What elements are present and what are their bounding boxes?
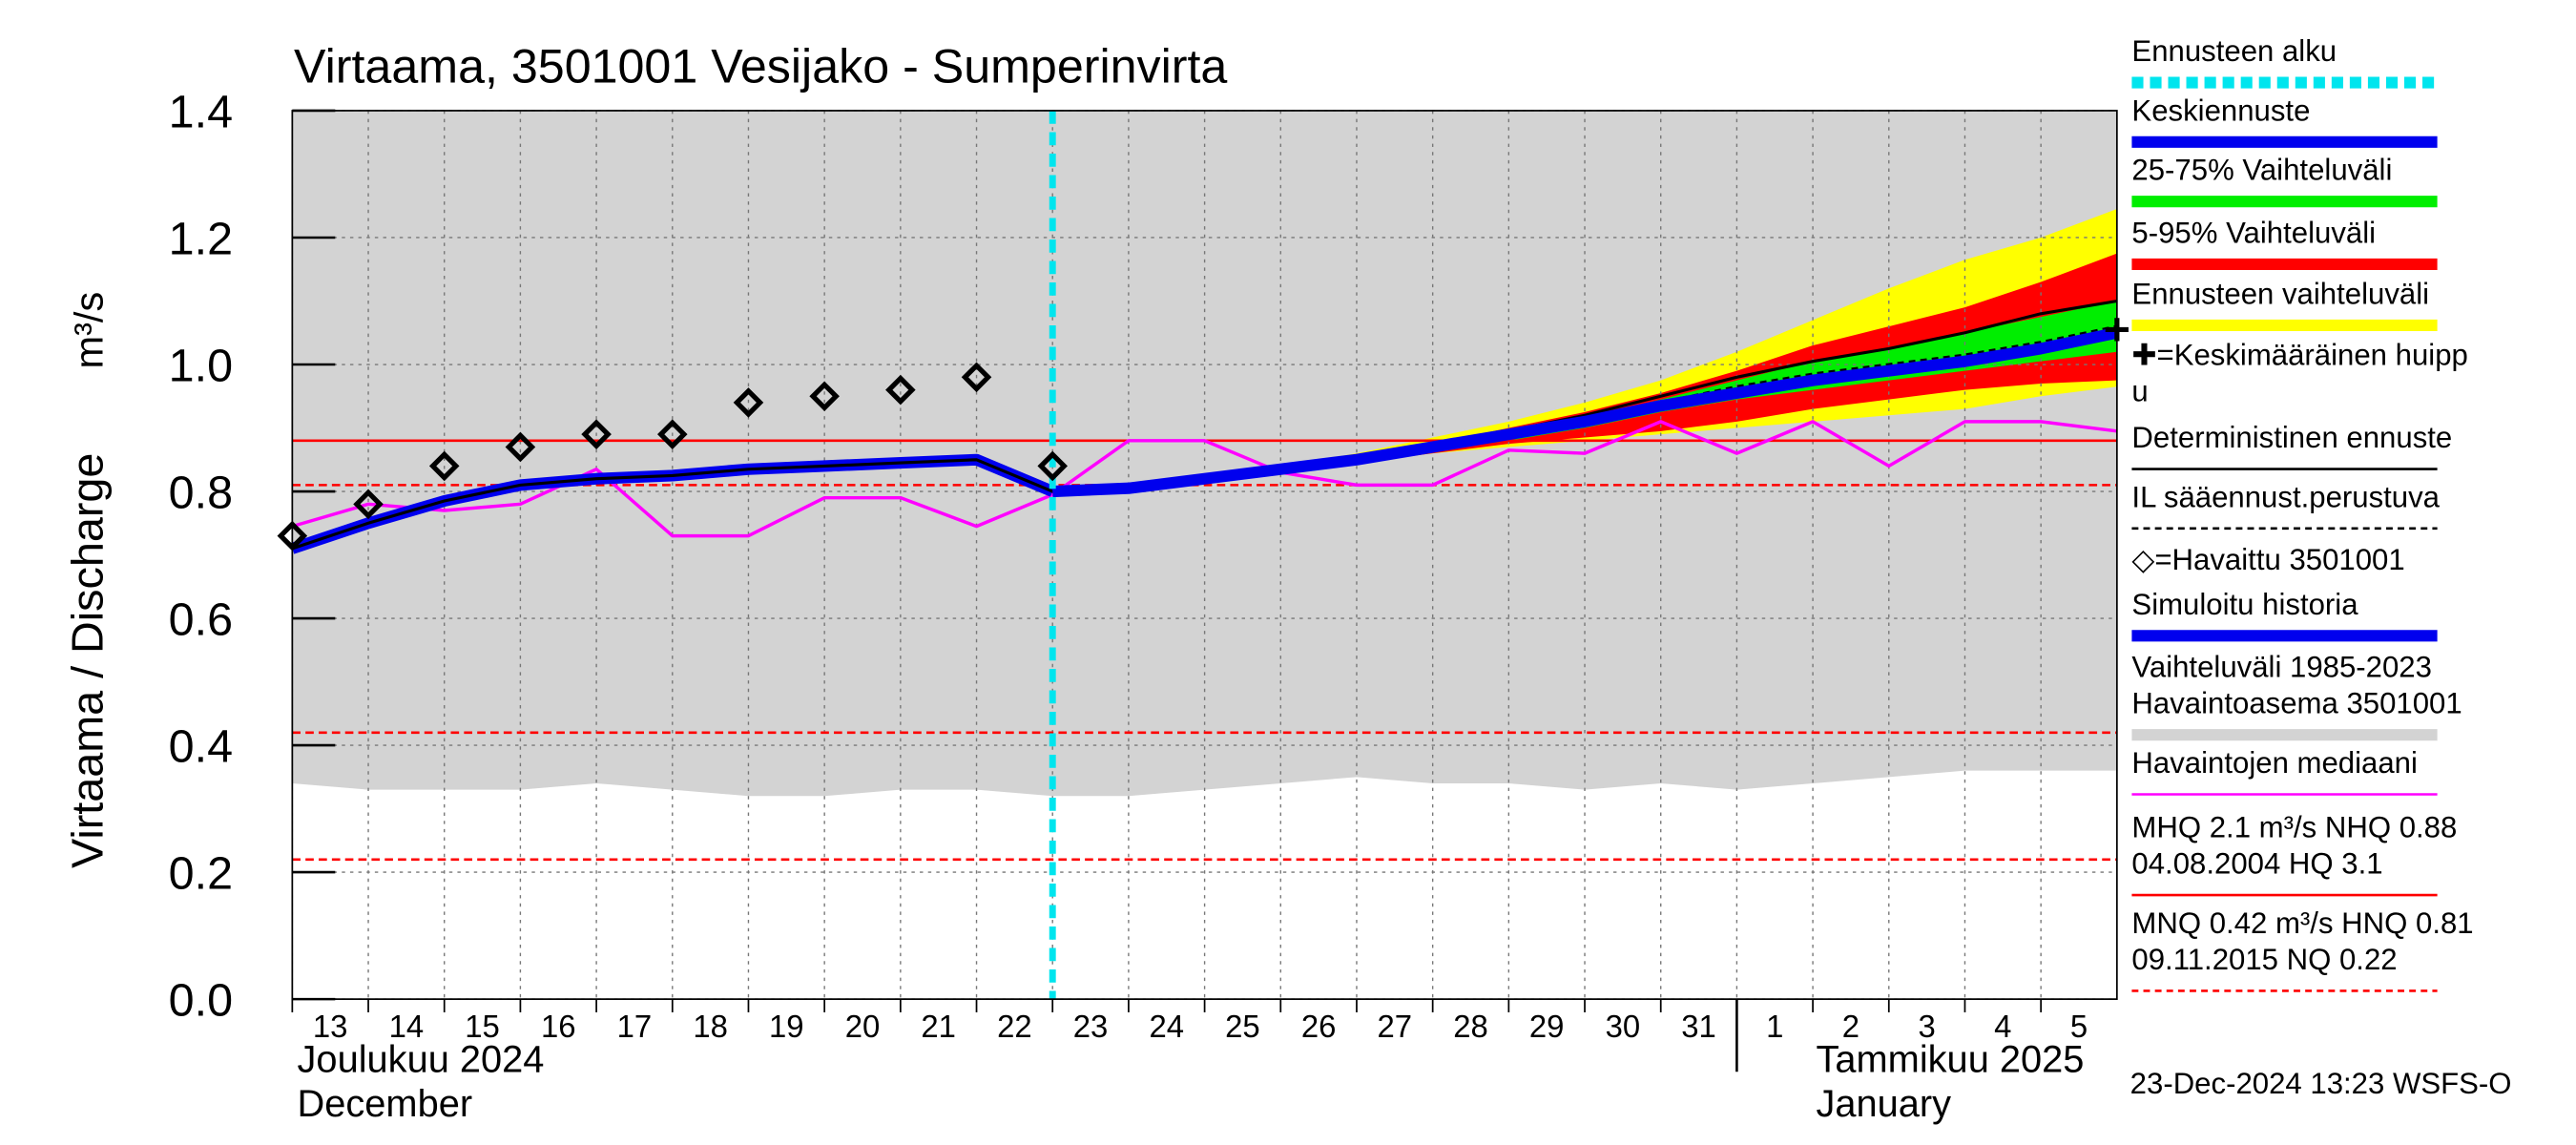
- observed-point: [733, 387, 764, 418]
- x-tick-label: 26: [1301, 1009, 1337, 1044]
- series-line: [291, 420, 2118, 538]
- legend-label: 5-95% Vaihteluväli: [2131, 216, 2376, 249]
- x-tick-label: 21: [921, 1009, 956, 1044]
- observed-point: [1037, 450, 1069, 482]
- timestamp: 23-Dec-2024 13:23 WSFS-O: [2130, 1067, 2512, 1100]
- x-tick-label: 14: [389, 1009, 425, 1044]
- month-label: Tammikuu 2025: [1816, 1038, 2084, 1080]
- x-tick-label: 17: [617, 1009, 653, 1044]
- observed-point: [428, 450, 460, 482]
- y-tick-label: 0.6: [169, 593, 233, 645]
- legend-label: Deterministinen ennuste: [2131, 421, 2452, 454]
- chart-title: Virtaama, 3501001 Vesijako - Sumperinvir…: [294, 40, 1227, 94]
- y-tick-label: 0.8: [169, 467, 233, 518]
- x-tick-label: 4: [1994, 1009, 2011, 1044]
- legend-label: Havaintoasema 3501001: [2131, 687, 2462, 720]
- observed-point: [961, 362, 992, 393]
- range-band: [292, 110, 2117, 797]
- legend-label: Ennusteen vaihteluväli: [2131, 277, 2429, 310]
- y-unit-label: m³/s: [66, 292, 111, 369]
- legend-label: ✚=Keskimääräinen huipp: [2131, 339, 2467, 372]
- legend-label: MNQ 0.42 m³/s HNQ 0.81: [2131, 906, 2473, 940]
- x-tick-label: 18: [693, 1009, 728, 1044]
- observed-point: [885, 374, 916, 406]
- x-tick-label: 19: [769, 1009, 804, 1044]
- y-tick-label: 0.0: [169, 974, 233, 1026]
- legend-label: Vaihteluväli 1985-2023: [2131, 651, 2432, 684]
- observed-point: [505, 431, 536, 463]
- legend-label: u: [2131, 375, 2148, 408]
- observed-point: [353, 489, 384, 520]
- x-tick-label: 13: [313, 1009, 348, 1044]
- y-tick-label: 0.2: [169, 847, 233, 899]
- x-tick-label: 22: [997, 1009, 1032, 1044]
- legend-label: 25-75% Vaihteluväli: [2131, 154, 2392, 187]
- y-tick-label: 1.2: [169, 213, 233, 264]
- legend-label: MHQ 2.1 m³/s NHQ 0.88: [2131, 811, 2457, 844]
- legend-label: Ennusteen alku: [2131, 34, 2337, 68]
- x-tick-label: 20: [845, 1009, 881, 1044]
- x-tick-label: 15: [465, 1009, 500, 1044]
- legend-label: ◇=Havaittu 3501001: [2131, 543, 2404, 576]
- legend-label: IL sääennust.perustuva: [2131, 480, 2440, 513]
- x-tick-label: 16: [541, 1009, 576, 1044]
- x-tick-label: 3: [1918, 1009, 1935, 1044]
- month-label: December: [298, 1083, 473, 1125]
- legend-label: 09.11.2015 NQ 0.22: [2131, 943, 2397, 976]
- x-tick-label: 29: [1529, 1009, 1565, 1044]
- observed-point: [809, 381, 840, 412]
- x-tick-label: 25: [1225, 1009, 1260, 1044]
- y-tick-label: 1.4: [169, 86, 233, 137]
- y-tick-label: 0.4: [169, 720, 233, 772]
- legend-label: Havaintojen mediaani: [2131, 746, 2418, 780]
- month-label: January: [1816, 1083, 1951, 1125]
- x-tick-label: 24: [1149, 1009, 1184, 1044]
- y-tick-label: 1.0: [169, 340, 233, 391]
- x-tick-label: 28: [1453, 1009, 1488, 1044]
- x-tick-label: 5: [2070, 1009, 2088, 1044]
- x-tick-label: 1: [1766, 1009, 1783, 1044]
- series-line: [1051, 326, 2119, 498]
- x-tick-label: 23: [1073, 1009, 1109, 1044]
- legend-label: Simuloitu historia: [2131, 588, 2358, 621]
- y-axis-label: Virtaama / Discharge: [62, 453, 112, 868]
- observed-point: [581, 419, 612, 449]
- x-tick-label: 2: [1842, 1009, 1859, 1044]
- x-tick-label: 31: [1681, 1009, 1716, 1044]
- x-tick-label: 30: [1606, 1009, 1641, 1044]
- legend-label: Keskiennuste: [2131, 94, 2310, 127]
- month-label: Joulukuu 2024: [298, 1038, 545, 1080]
- x-tick-label: 27: [1378, 1009, 1413, 1044]
- observed-point: [656, 419, 688, 449]
- legend-label: 04.08.2004 HQ 3.1: [2131, 847, 2382, 881]
